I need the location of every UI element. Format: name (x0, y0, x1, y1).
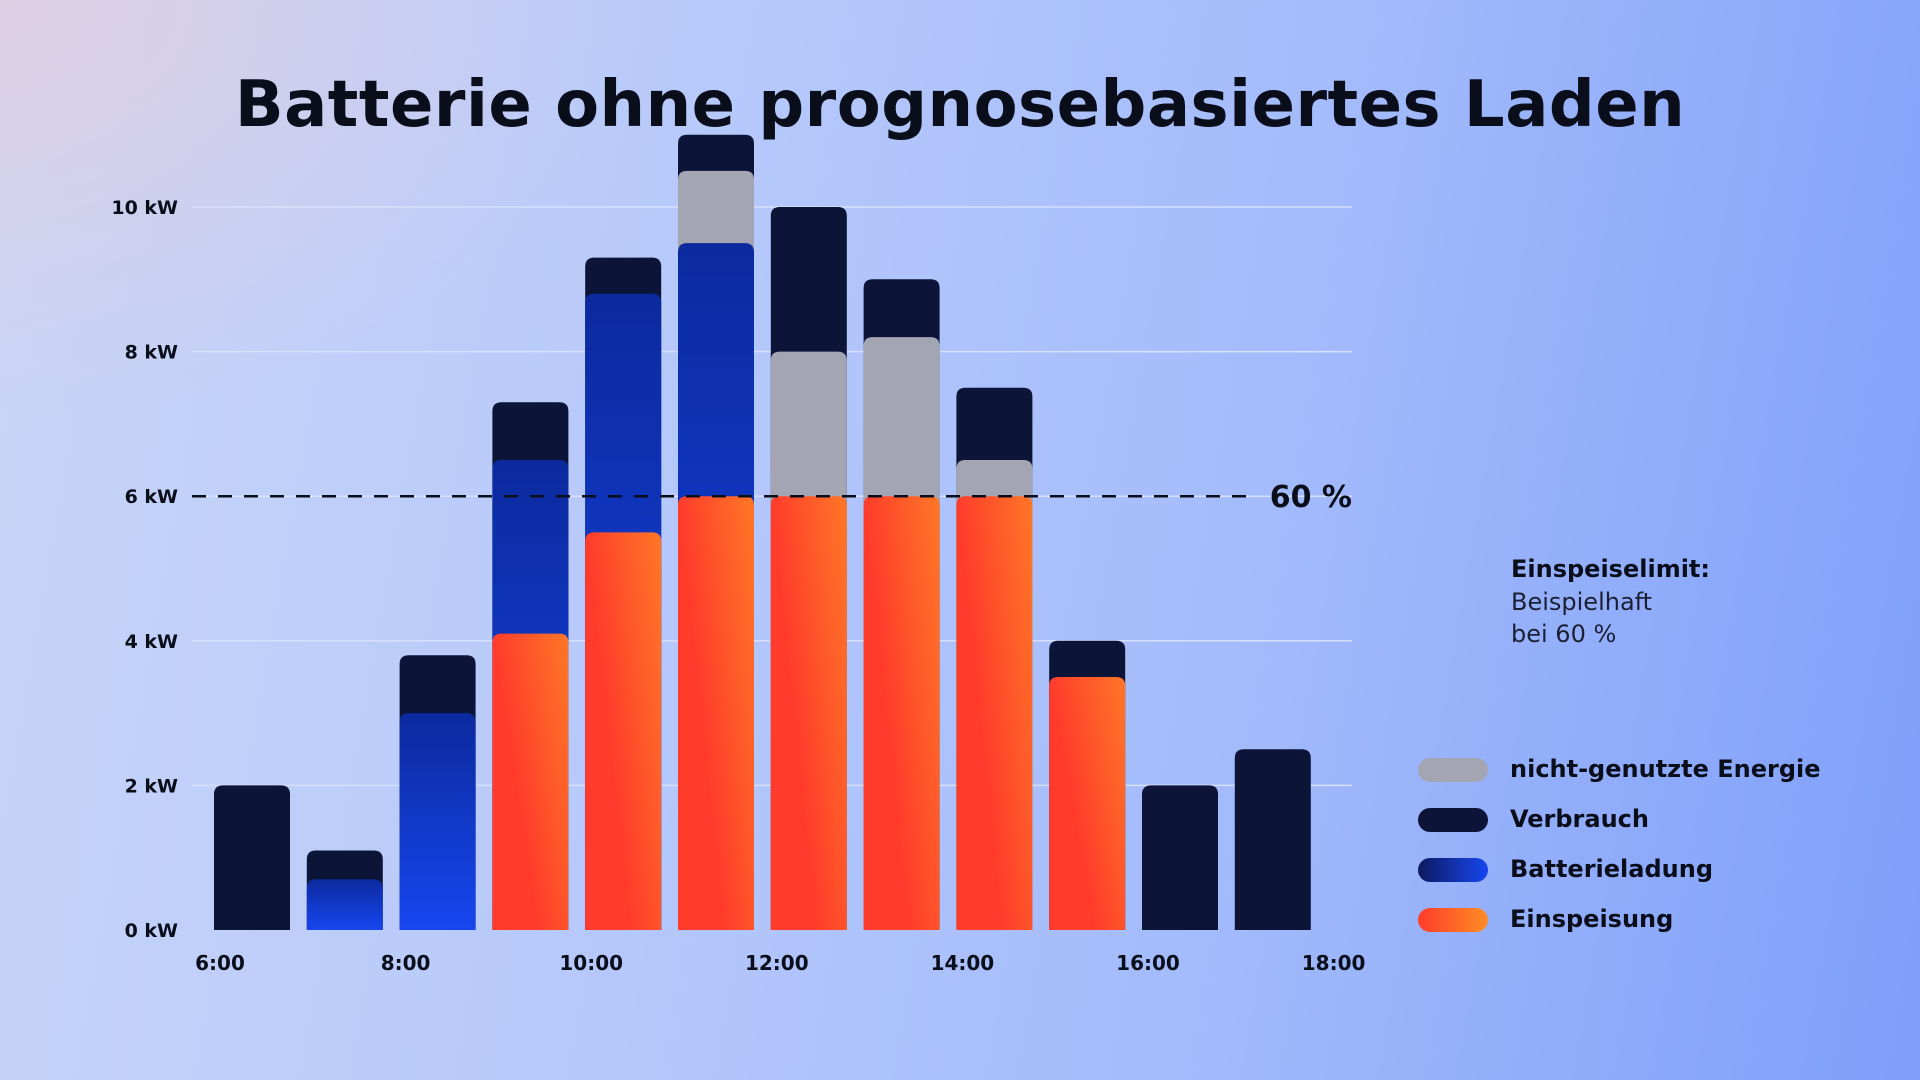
legend-swatch-verbrauch (1418, 808, 1488, 832)
legend-swatch-einspeisung (1418, 908, 1488, 932)
bar-segment-verbrauch (214, 785, 290, 930)
legend-label: nicht-genutzte Energie (1510, 755, 1821, 783)
bar-group (1142, 785, 1218, 930)
bar-segment-einspeisung (770, 496, 847, 930)
bar-group (306, 850, 383, 930)
bar-segment-einspeisung (678, 496, 754, 930)
legend-label: Verbrauch (1510, 805, 1649, 833)
bar-group (1234, 749, 1311, 930)
x-tick-label: 16:00 (1116, 951, 1180, 975)
bar-group (399, 655, 476, 930)
chart-title: Batterie ohne prognosebasiertes Laden (234, 68, 1686, 142)
bar-segment-einspeisung (585, 532, 662, 930)
y-tick-label: 0 kW (125, 920, 178, 942)
bar-segment-verbrauch (1142, 785, 1218, 930)
x-tick-label: 18:00 (1302, 951, 1366, 975)
y-tick-label: 6 kW (125, 486, 178, 508)
bar-group (214, 785, 290, 930)
bar-segment-einspeisung (863, 496, 940, 930)
limit-label: 60 % (1270, 480, 1352, 515)
bar-segment-einspeisung (492, 633, 569, 930)
legend-label: Batterieladung (1510, 855, 1714, 883)
x-tick-label: 10:00 (559, 951, 623, 975)
bar-group (1049, 640, 1126, 930)
legend-swatch-batterieladung (1418, 858, 1488, 882)
x-axis-ticks: 6:00 8:00 10:00 12:00 14:00 16:00 18:00 (195, 951, 1365, 975)
legend-label: Einspeisung (1510, 905, 1674, 933)
bars (214, 134, 1311, 931)
bar-segment-einspeisung (1049, 676, 1126, 930)
bar-group (492, 402, 569, 931)
y-tick-label: 10 kW (111, 197, 178, 219)
x-tick-label: 12:00 (745, 951, 809, 975)
bar-segment-batterieladung (306, 879, 383, 930)
bar-segment-batterieladung (399, 713, 476, 930)
bar-group (678, 134, 754, 931)
note-line-1: Beispielhaft (1511, 588, 1653, 616)
bar-segment-einspeisung (956, 496, 1033, 930)
x-tick-label: 6:00 (195, 951, 245, 975)
x-tick-label: 14:00 (931, 951, 995, 975)
x-tick-label: 8:00 (381, 951, 431, 975)
note-title: Einspeiselimit: (1511, 555, 1710, 583)
note-line-2: bei 60 % (1511, 620, 1617, 648)
y-axis-ticks: 0 kW 2 kW 4 kW 6 kW 8 kW 10 kW (111, 197, 178, 942)
y-tick-label: 8 kW (125, 342, 178, 364)
legend-swatch-unused (1418, 758, 1488, 782)
bar-group (770, 207, 847, 931)
y-tick-label: 2 kW (125, 775, 178, 797)
bar-group (956, 387, 1033, 930)
bar-group (863, 279, 940, 930)
bar-group (585, 257, 662, 930)
feed-in-limit-note: Einspeiselimit: Beispielhaft bei 60 % (1511, 552, 1710, 650)
y-tick-label: 4 kW (125, 631, 178, 653)
bar-segment-verbrauch (1234, 749, 1311, 930)
feed-in-limit: 60 % (192, 480, 1352, 515)
